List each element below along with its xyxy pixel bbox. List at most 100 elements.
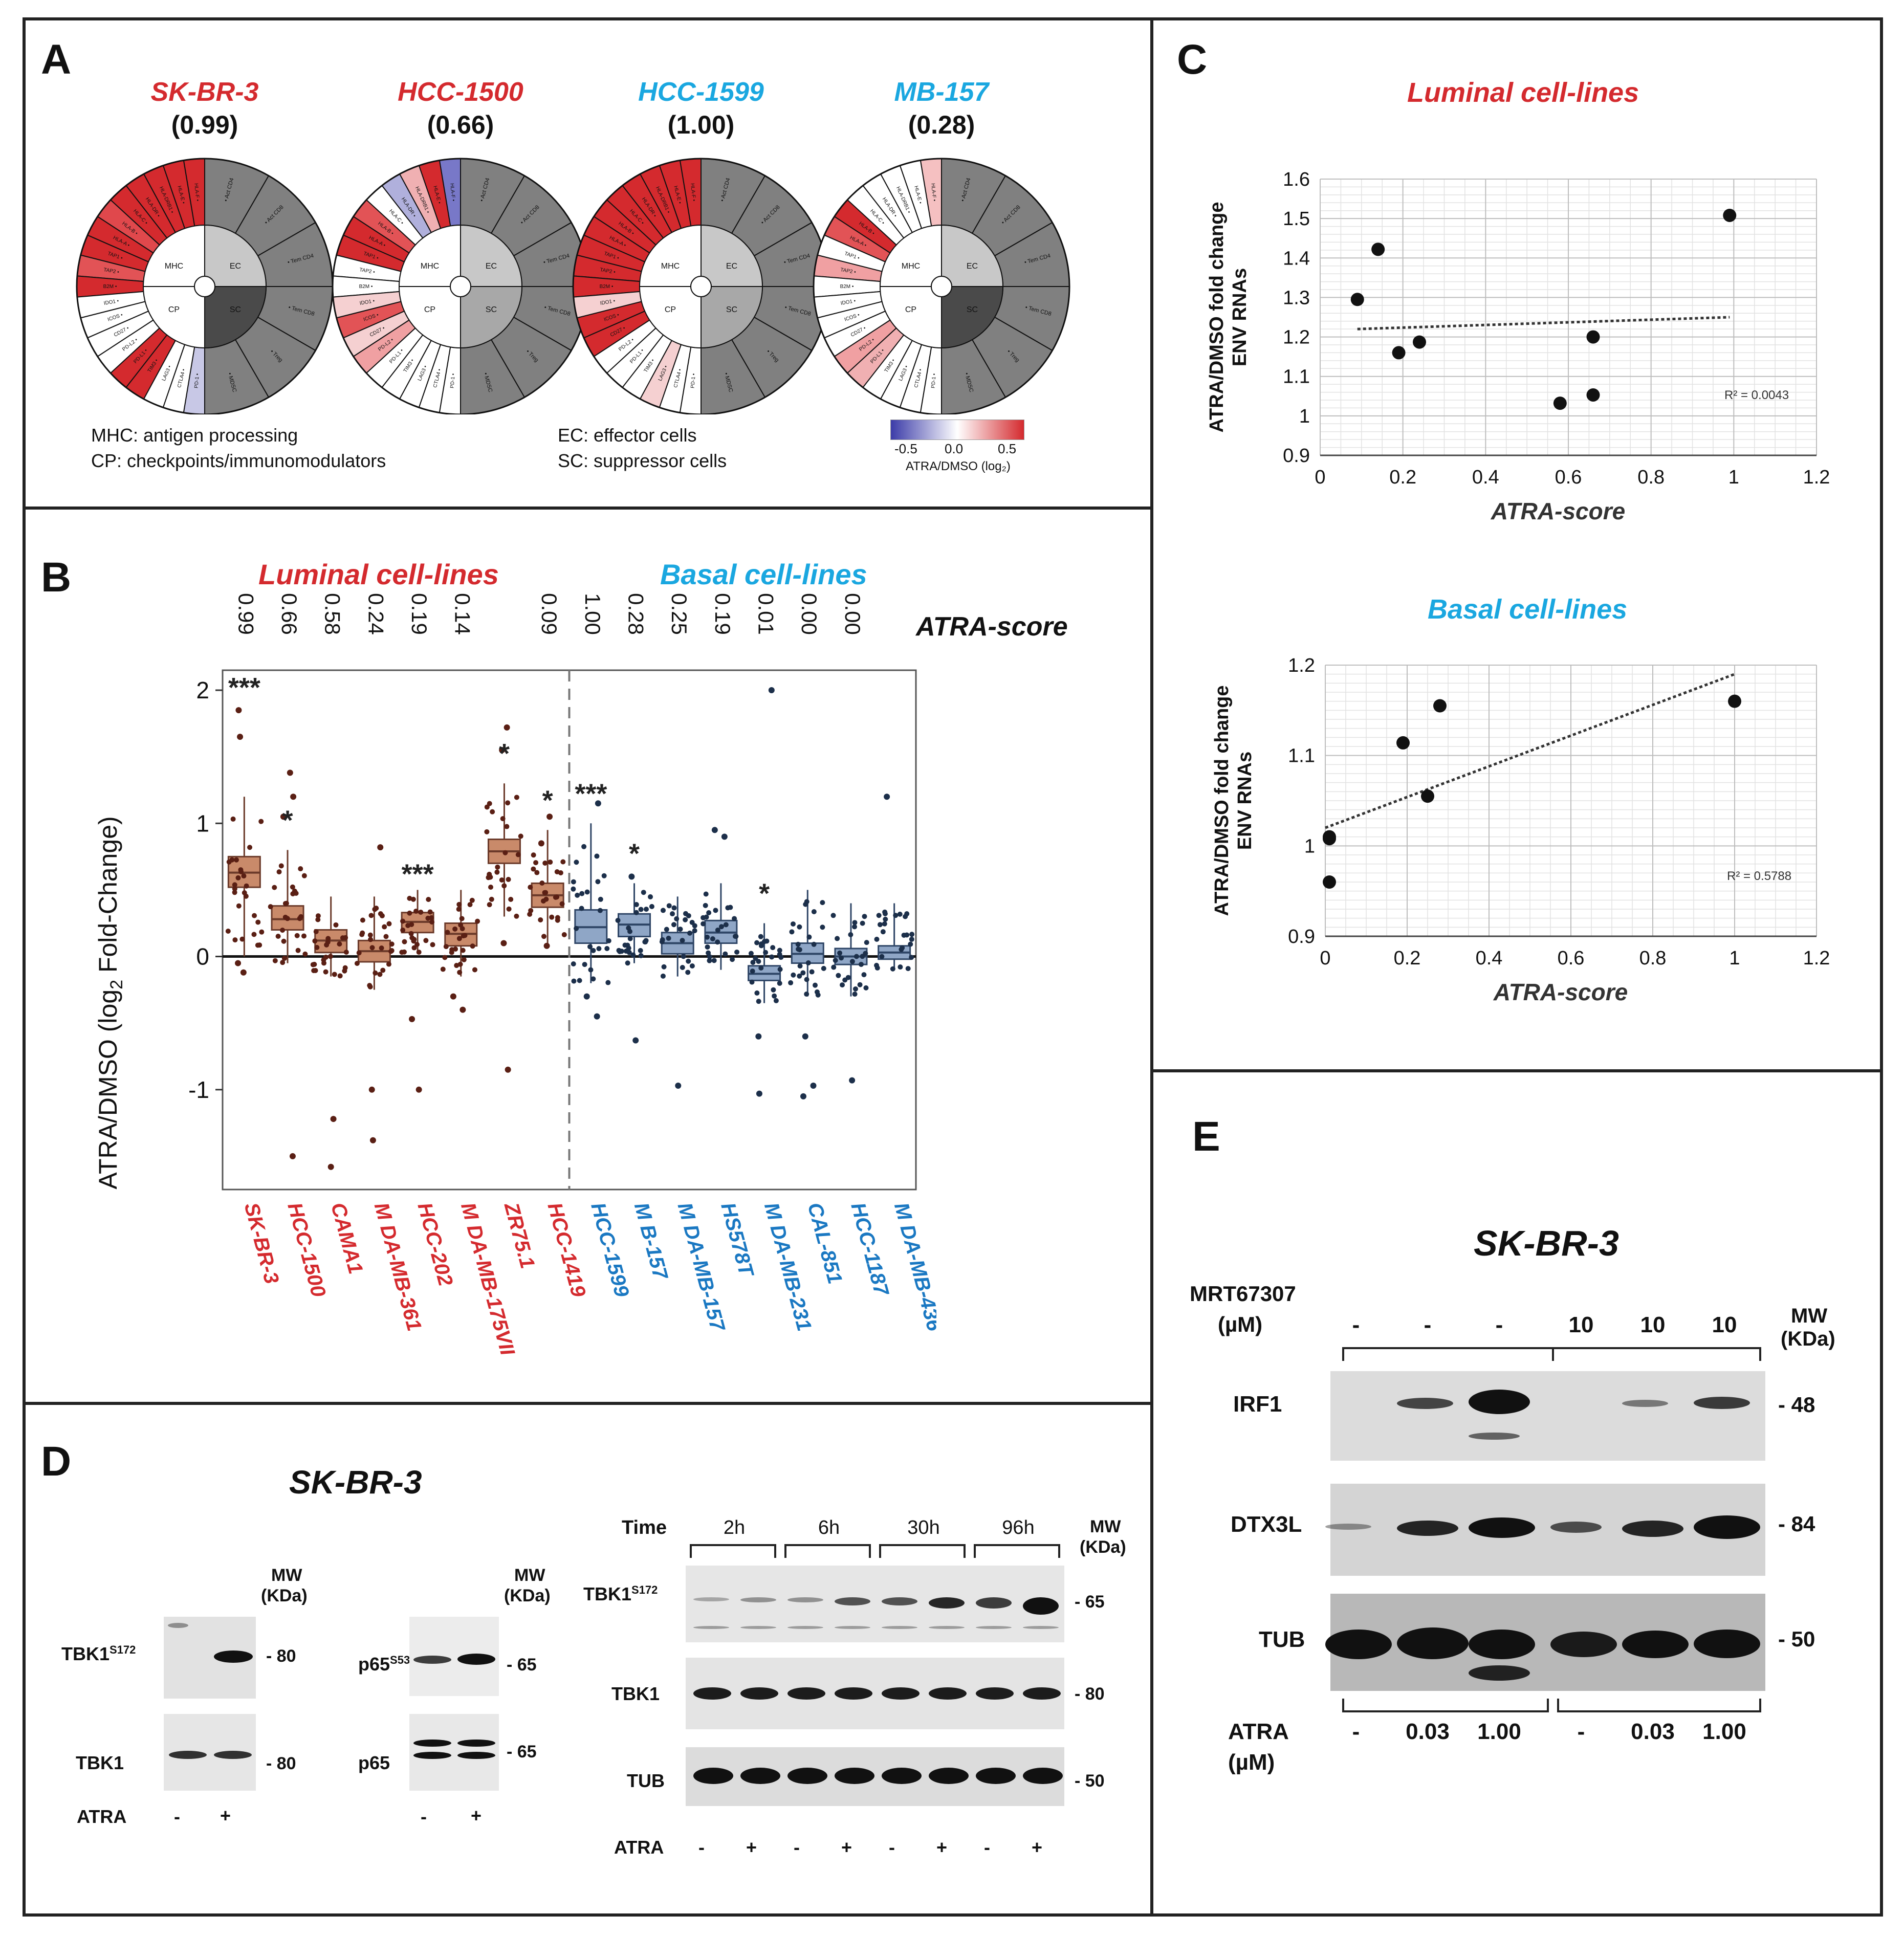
data-point — [680, 938, 685, 943]
c-basal-title: Basal cell-lines — [1428, 594, 1628, 625]
data-point — [671, 922, 676, 928]
data-point — [241, 873, 247, 879]
data-point — [670, 911, 675, 917]
data-point — [500, 816, 506, 822]
data-point — [298, 914, 304, 919]
atra-score-header: 0.09 — [537, 593, 561, 635]
band — [1023, 1597, 1059, 1615]
data-point — [232, 882, 237, 888]
d-left-row1-sup: S172 — [110, 1643, 136, 1656]
data-point — [542, 861, 548, 866]
data-point — [750, 968, 755, 974]
data-point — [758, 934, 763, 939]
gene-sector-label: B2M • — [359, 284, 373, 290]
wheel-title: SK-BR-3 — [150, 77, 259, 107]
quadrant-label: SC — [486, 305, 497, 314]
d-left-row1-label: TBK1S172 — [61, 1643, 136, 1665]
wheel: • Act CD4• Act CD8• Tem CD4• Tem CD8• Tr… — [572, 158, 830, 414]
blot-d-time-tbk1s172 — [686, 1566, 1064, 1642]
data-point — [830, 913, 836, 918]
data-point — [630, 952, 636, 958]
wheel: • Act CD4• Act CD8• Tem CD4• Tem CD8• Tr… — [76, 158, 334, 414]
band — [929, 1768, 969, 1784]
d-left-row1-text: TBK1 — [61, 1643, 110, 1664]
data-point — [400, 918, 406, 924]
data-point — [426, 896, 431, 902]
category-label: CAL-851 — [803, 1200, 846, 1286]
d-mid-row2-label: p65 — [358, 1752, 390, 1773]
y-tick-label: 2 — [196, 677, 209, 703]
data-point — [701, 915, 706, 920]
data-point — [860, 954, 865, 959]
e-bracket-top — [1342, 1347, 1761, 1361]
data-point — [558, 870, 563, 875]
data-point — [861, 972, 867, 978]
band — [976, 1687, 1014, 1700]
data-point — [528, 885, 533, 890]
d-mid-row1-label: p65S536 — [358, 1654, 416, 1675]
data-point — [571, 978, 577, 984]
data-point — [280, 928, 286, 933]
band — [693, 1626, 729, 1629]
data-point — [540, 898, 546, 904]
data-point — [301, 933, 307, 939]
atra-score-header: 0.01 — [754, 593, 778, 635]
wheel-score: (0.28) — [908, 111, 975, 139]
scatter-point — [1323, 830, 1336, 844]
data-point — [430, 942, 435, 948]
data-point — [674, 916, 680, 921]
divider-c-e — [1150, 1069, 1883, 1072]
band — [1397, 1521, 1458, 1536]
band — [1622, 1400, 1668, 1407]
band — [457, 1740, 495, 1747]
band — [457, 1752, 495, 1759]
data-point — [820, 900, 825, 906]
time-header: 30h — [907, 1517, 940, 1538]
significance-marker: *** — [228, 672, 260, 703]
x-tick-label: 0.4 — [1472, 467, 1499, 488]
wheel-score: (0.66) — [427, 111, 494, 139]
category-label: CAMA1 — [326, 1200, 367, 1276]
data-point — [758, 965, 764, 971]
data-point — [649, 904, 654, 909]
data-point — [814, 989, 820, 995]
outlier-point — [235, 707, 242, 714]
band — [1622, 1631, 1689, 1658]
time-atra-sign: - — [794, 1837, 800, 1858]
significance-marker: * — [282, 805, 293, 835]
data-point — [638, 907, 644, 912]
blot-d-tbk1s172-left — [164, 1617, 256, 1699]
data-point — [579, 891, 585, 896]
data-point — [713, 908, 718, 913]
band — [1550, 1632, 1617, 1657]
y-tick-label: 1.2 — [1283, 327, 1310, 348]
data-point — [343, 950, 349, 955]
data-point — [748, 951, 754, 956]
data-point — [290, 884, 295, 890]
data-point — [440, 966, 446, 972]
data-point — [811, 941, 817, 947]
data-point — [292, 888, 297, 894]
e-row3-mw: - 50 — [1778, 1627, 1815, 1651]
e-row1-label: IRF1 — [1233, 1392, 1282, 1417]
band — [413, 1656, 451, 1664]
data-point — [541, 934, 546, 939]
gene-sector-label: TAP2 • — [599, 267, 616, 275]
divider-a-b — [23, 507, 1152, 510]
y-tick-label: 1.1 — [1283, 366, 1310, 388]
data-point — [360, 930, 365, 936]
scatter-point — [1371, 243, 1385, 256]
data-point — [515, 852, 521, 857]
data-point — [531, 866, 536, 872]
data-point — [790, 921, 796, 927]
data-point — [533, 860, 539, 866]
data-point — [280, 960, 286, 965]
data-point — [703, 903, 708, 908]
outlier-point — [849, 1077, 856, 1084]
d-right-row1-sup: S172 — [631, 1583, 658, 1596]
wheel-title: MB-157 — [894, 77, 989, 107]
data-point — [754, 940, 760, 945]
data-point — [499, 877, 505, 883]
data-point — [769, 954, 775, 960]
data-point — [638, 948, 643, 953]
